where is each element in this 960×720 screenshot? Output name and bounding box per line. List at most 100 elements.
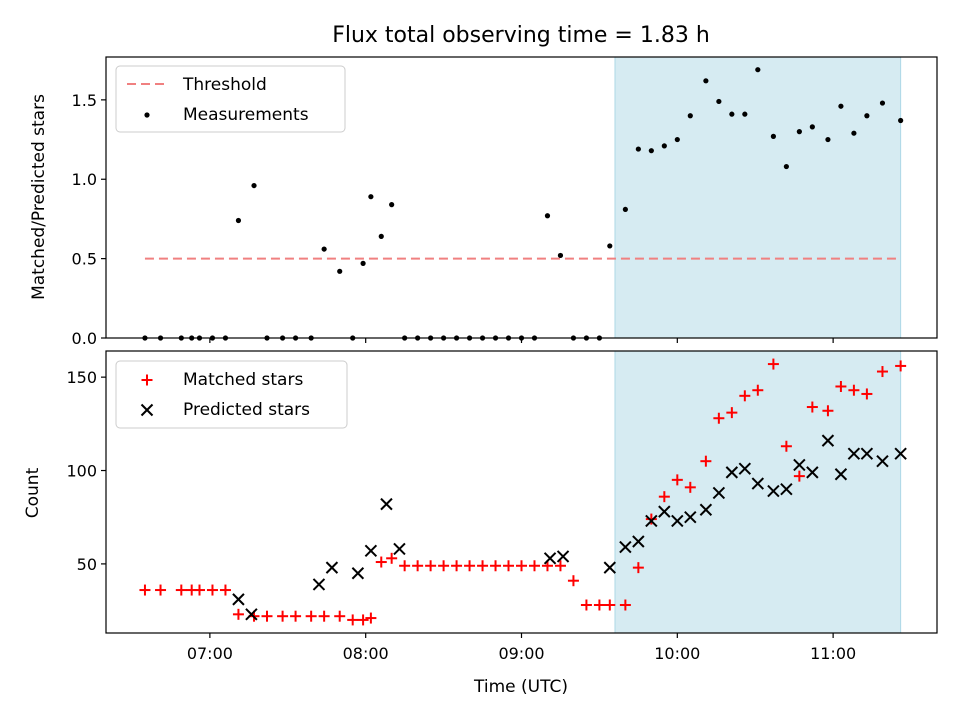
matched-star-point bbox=[895, 360, 907, 372]
matched-star-point bbox=[645, 513, 657, 525]
matched-star-point bbox=[503, 560, 515, 572]
measurement-point bbox=[635, 146, 641, 152]
predicted-star-point bbox=[699, 503, 713, 516]
bottom-legend-box bbox=[115, 360, 348, 429]
measurement-point bbox=[674, 136, 680, 143]
matched-stars-series bbox=[139, 358, 907, 626]
top-legend: Threshold Measurements bbox=[115, 65, 346, 133]
measurement-point bbox=[337, 268, 343, 274]
matched-star-point bbox=[739, 390, 751, 402]
matched-star-point bbox=[206, 584, 218, 596]
predicted-star-point bbox=[632, 535, 645, 548]
measurement-point bbox=[838, 103, 844, 109]
y-tick-label: 0.5 bbox=[72, 250, 97, 269]
measurement-point bbox=[898, 117, 904, 124]
matched-star-point bbox=[767, 358, 779, 370]
x-tick-label: 08:00 bbox=[343, 644, 389, 663]
matched-star-point bbox=[619, 599, 631, 611]
matched-star-point bbox=[412, 560, 424, 572]
matched-star-point bbox=[567, 575, 579, 587]
predicted-star-point bbox=[738, 462, 752, 475]
predicted-stars-legend-swatch bbox=[140, 403, 154, 417]
top-y-axis-label: Matched/Predicted stars bbox=[29, 94, 49, 300]
measurement-point bbox=[825, 136, 831, 143]
measurement-point bbox=[796, 129, 802, 135]
matched-star-point bbox=[175, 584, 187, 596]
matched-star-point bbox=[806, 401, 818, 413]
measurement-point bbox=[378, 233, 384, 239]
matched-star-point bbox=[357, 614, 369, 626]
matched-star-point bbox=[155, 584, 167, 596]
matched-star-point bbox=[528, 560, 540, 572]
predicted-star-point bbox=[603, 561, 617, 574]
matched-star-point bbox=[477, 560, 489, 572]
predicted-star-point bbox=[834, 468, 848, 481]
matched-star-point bbox=[365, 612, 377, 624]
y-tick-label: 100 bbox=[66, 462, 97, 481]
matched-star-point bbox=[490, 560, 502, 572]
matched-star-point bbox=[261, 610, 273, 622]
measurement-point bbox=[389, 202, 395, 208]
measurement-point bbox=[716, 98, 722, 105]
measurement-point bbox=[557, 252, 564, 259]
x-tick-label: 09:00 bbox=[498, 644, 544, 663]
matched-star-point bbox=[580, 599, 592, 611]
measurement-point bbox=[770, 133, 776, 139]
measurement-point bbox=[687, 113, 693, 119]
matched-star-point bbox=[375, 556, 387, 568]
matched-star-point bbox=[347, 614, 359, 626]
matched-star-point bbox=[554, 560, 566, 572]
measurement-point bbox=[809, 124, 815, 130]
predicted-star-point bbox=[821, 434, 835, 447]
measurement-point bbox=[622, 206, 628, 213]
matched-star-point bbox=[752, 384, 764, 396]
bottom-y-axis-label: Count bbox=[23, 467, 43, 518]
predicted-stars-series bbox=[232, 434, 907, 621]
predicted-star-point bbox=[543, 552, 557, 565]
top-panel: 0.0 0.5 1.0 1.5 Matched/Predicted stars Thr… bbox=[29, 56, 938, 348]
predicted-star-point bbox=[364, 544, 378, 558]
measurement-point bbox=[851, 130, 857, 136]
matched-star-point bbox=[671, 474, 683, 486]
matched-star-point bbox=[386, 552, 398, 564]
measurement-point bbox=[742, 111, 748, 117]
matched-star-point bbox=[464, 560, 476, 572]
matched-star-point bbox=[139, 584, 151, 596]
measurement-point bbox=[729, 111, 735, 117]
predicted-star-point bbox=[684, 511, 697, 524]
matched-stars-legend-label: Matched stars bbox=[183, 370, 303, 390]
threshold-legend-label: Threshold bbox=[182, 75, 267, 95]
matched-star-point bbox=[277, 610, 289, 622]
predicted-legend-marker bbox=[140, 403, 154, 417]
predicted-star-point bbox=[232, 593, 245, 606]
predicted-star-point bbox=[860, 447, 874, 460]
matched-star-point bbox=[318, 610, 330, 622]
measurements-legend-swatch bbox=[144, 112, 150, 118]
matched-star-point bbox=[232, 608, 244, 620]
measurement-point bbox=[544, 213, 551, 219]
matched-star-point bbox=[713, 412, 725, 424]
top-shaded-region bbox=[614, 56, 902, 339]
predicted-star-point bbox=[393, 542, 406, 556]
matched-star-point bbox=[604, 599, 616, 611]
bottom-shaded-region bbox=[614, 350, 902, 634]
matched-star-point bbox=[700, 455, 712, 467]
measurement-point bbox=[235, 217, 242, 224]
measurement-point bbox=[783, 163, 789, 170]
predicted-star-point bbox=[380, 497, 393, 511]
matched-star-point bbox=[726, 407, 738, 419]
matched-star-point bbox=[780, 440, 792, 452]
predicted-star-point bbox=[245, 608, 258, 621]
predicted-star-point bbox=[658, 505, 671, 518]
measurement-point bbox=[661, 143, 667, 149]
measurement-point bbox=[879, 100, 886, 106]
measurement-point bbox=[368, 194, 374, 200]
predicted-star-point bbox=[806, 466, 819, 479]
measurement-point bbox=[321, 246, 327, 252]
measurement-point bbox=[607, 243, 613, 249]
matched-star-point bbox=[193, 584, 205, 596]
predicted-star-point bbox=[351, 567, 365, 580]
matched-star-point bbox=[876, 366, 888, 378]
